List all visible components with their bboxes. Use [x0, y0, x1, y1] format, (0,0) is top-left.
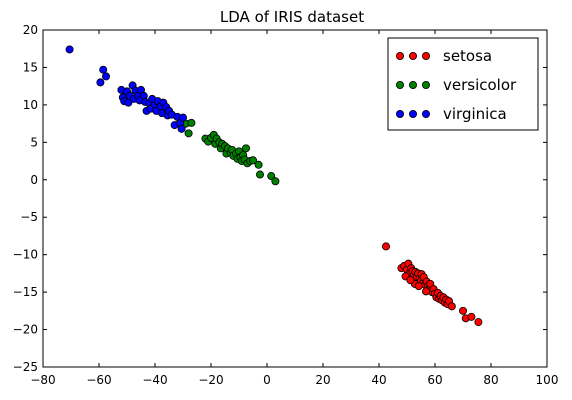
- x-tick-label: 80: [483, 373, 498, 387]
- x-tick-label: −60: [86, 373, 111, 387]
- x-tick-label: −20: [198, 373, 223, 387]
- virginica-point: [65, 45, 74, 54]
- setosa-point: [381, 242, 390, 251]
- x-tick-label: 0: [263, 373, 271, 387]
- scatter-points: [65, 45, 483, 327]
- chart-title: LDA of IRIS dataset: [220, 8, 364, 26]
- versicolor-point: [255, 170, 264, 179]
- virginica-point: [99, 65, 108, 74]
- y-tick-label: −5: [20, 210, 38, 224]
- legend-marker-setosa: [421, 52, 430, 61]
- virginica-point: [177, 124, 186, 133]
- legend: setosa versicolor virginica: [387, 37, 539, 131]
- versicolor-point: [248, 156, 257, 165]
- y-tick-label: −25: [13, 360, 38, 374]
- legend-marker-setosa: [395, 52, 404, 61]
- legend-marker-versicolor: [408, 81, 417, 90]
- y-tick-label: −15: [13, 285, 38, 299]
- axis-ticks: −80 −60 −40 −20 0 20 40 60 80 100 −25 −20 −15 −10 −5 0 5…: [13, 23, 559, 387]
- legend-label-versicolor: versicolor: [443, 76, 517, 94]
- virginica-point: [178, 113, 187, 122]
- legend-marker-virginica: [408, 110, 417, 119]
- y-tick-label: 5: [30, 135, 38, 149]
- y-tick-label: 0: [30, 173, 38, 187]
- setosa-point: [467, 312, 476, 321]
- versicolor-point: [271, 177, 280, 186]
- y-tick-label: −20: [13, 323, 38, 337]
- versicolor-point: [267, 172, 276, 181]
- y-tick-label: 15: [23, 60, 38, 74]
- x-tick-label: −80: [30, 373, 55, 387]
- virginica-point: [102, 72, 111, 81]
- setosa-point: [458, 306, 467, 315]
- versicolor-point: [184, 129, 193, 138]
- legend-marker-virginica: [421, 110, 430, 119]
- x-tick-label: 20: [315, 373, 330, 387]
- versicolor-point: [187, 118, 196, 127]
- y-tick-label: 10: [23, 98, 38, 112]
- y-tick-label: 20: [23, 23, 38, 37]
- x-tick-label: 100: [536, 373, 559, 387]
- setosa-point: [406, 276, 415, 285]
- setosa-point: [447, 302, 456, 311]
- setosa-point: [422, 287, 431, 296]
- legend-label-virginica: virginica: [443, 105, 507, 123]
- legend-marker-versicolor: [421, 81, 430, 90]
- legend-marker-versicolor: [395, 81, 404, 90]
- versicolor-point: [241, 144, 250, 153]
- legend-marker-virginica: [395, 110, 404, 119]
- versicolor-point: [254, 160, 263, 169]
- setosa-point: [474, 318, 483, 327]
- x-tick-label: 40: [371, 373, 386, 387]
- x-tick-label: 60: [427, 373, 442, 387]
- virginica-point: [96, 78, 105, 87]
- legend-marker-setosa: [408, 52, 417, 61]
- x-tick-label: −40: [142, 373, 167, 387]
- y-tick-label: −10: [13, 248, 38, 262]
- setosa-point: [414, 282, 423, 291]
- legend-label-setosa: setosa: [443, 47, 492, 65]
